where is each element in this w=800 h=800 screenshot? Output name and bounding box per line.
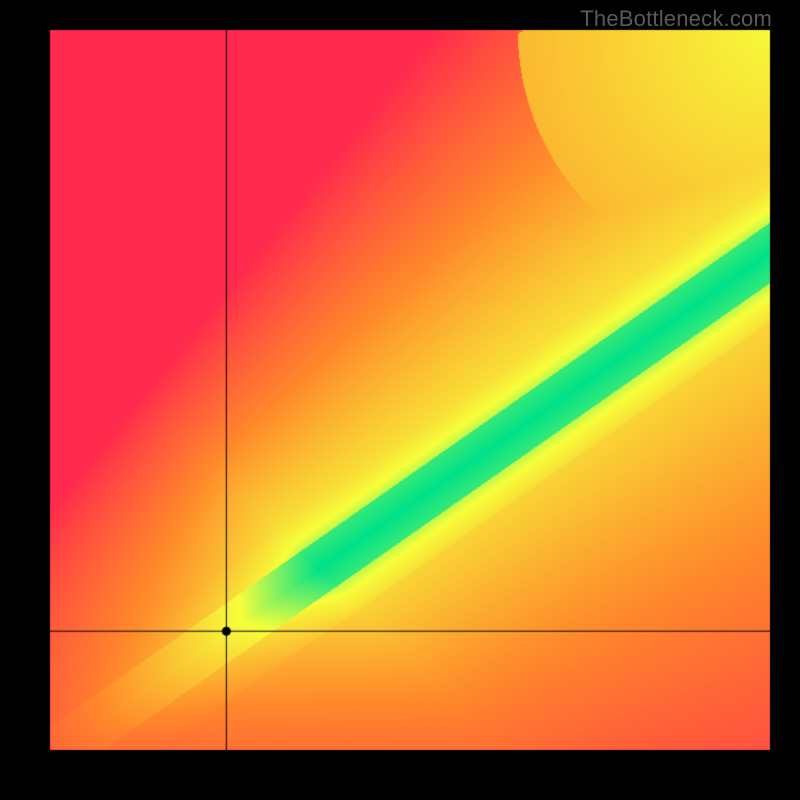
watermark-text: TheBottleneck.com xyxy=(580,6,772,32)
chart-container: TheBottleneck.com xyxy=(0,0,800,800)
bottleneck-heatmap-canvas xyxy=(0,0,800,800)
